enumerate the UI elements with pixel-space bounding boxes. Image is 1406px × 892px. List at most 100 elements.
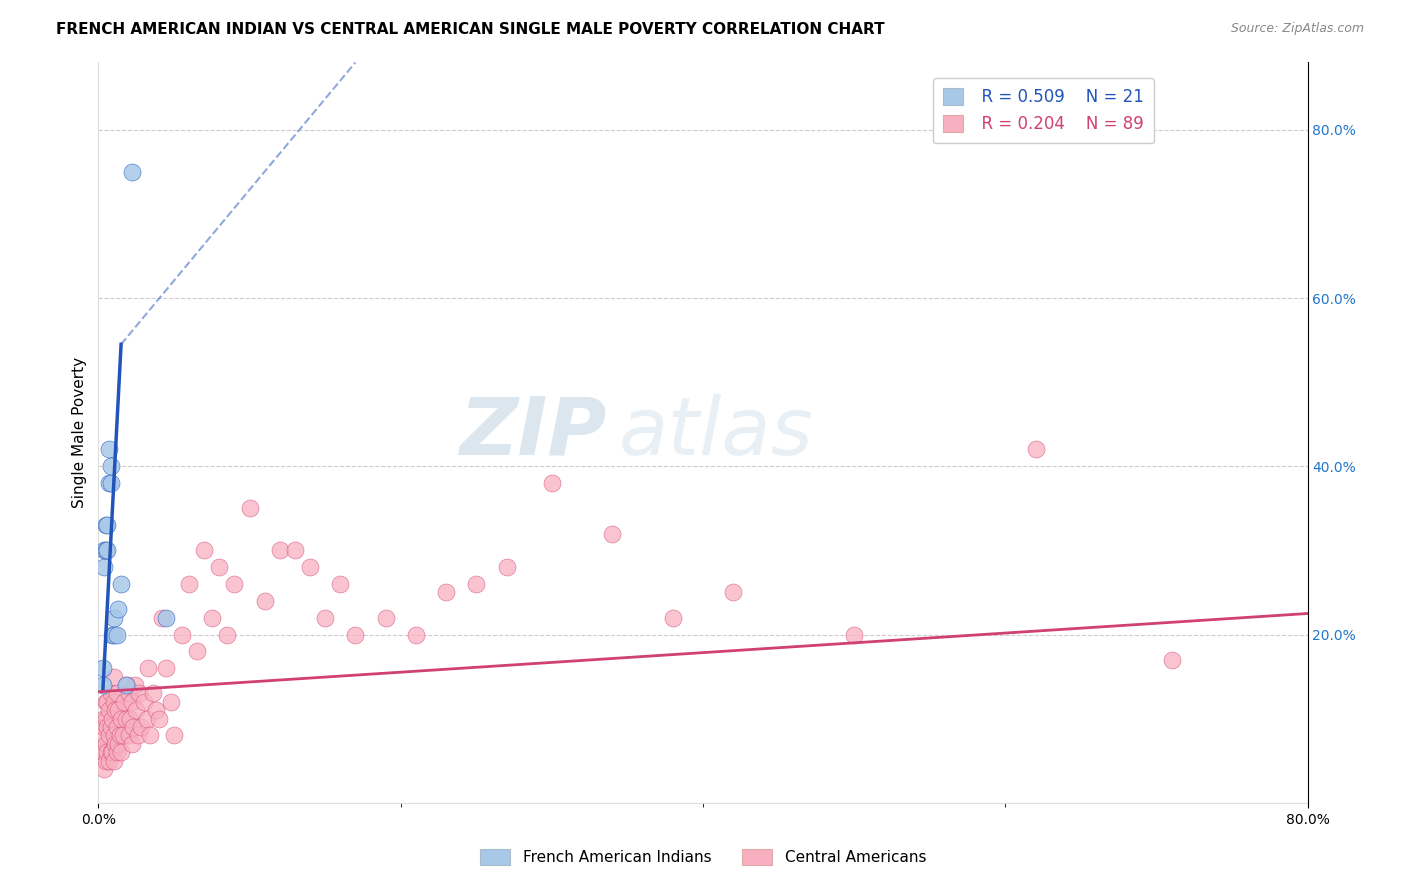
Point — [128, 686, 150, 700]
Point — [110, 745, 132, 759]
Point — [602, 526, 624, 541]
Point — [1024, 442, 1046, 457]
Point — [91, 712, 114, 726]
Point — [314, 610, 336, 624]
Point — [127, 729, 149, 743]
Point — [125, 703, 148, 717]
Point — [96, 518, 118, 533]
Point — [105, 720, 128, 734]
Point — [121, 165, 143, 179]
Point — [93, 543, 115, 558]
Point — [101, 712, 124, 726]
Point — [136, 661, 159, 675]
Point — [465, 577, 488, 591]
Point — [118, 729, 141, 743]
Text: FRENCH AMERICAN INDIAN VS CENTRAL AMERICAN SINGLE MALE POVERTY CORRELATION CHART: FRENCH AMERICAN INDIAN VS CENTRAL AMERIC… — [56, 22, 884, 37]
Point — [98, 754, 121, 768]
Point — [193, 543, 215, 558]
Point — [163, 729, 186, 743]
Point — [107, 602, 129, 616]
Text: atlas: atlas — [619, 393, 813, 472]
Point — [540, 476, 562, 491]
Point — [122, 720, 145, 734]
Point — [96, 695, 118, 709]
Point — [93, 720, 115, 734]
Point — [661, 610, 683, 624]
Point — [150, 610, 173, 624]
Point — [160, 695, 183, 709]
Point — [121, 737, 143, 751]
Point — [98, 729, 121, 743]
Point — [145, 703, 167, 717]
Point — [93, 745, 115, 759]
Point — [93, 560, 115, 574]
Point — [495, 560, 517, 574]
Point — [208, 560, 231, 574]
Point — [101, 627, 124, 641]
Point — [94, 518, 117, 533]
Point — [100, 720, 122, 734]
Point — [215, 627, 238, 641]
Point — [239, 501, 262, 516]
Point — [94, 754, 117, 768]
Point — [103, 627, 125, 641]
Point — [94, 737, 117, 751]
Legend: French American Indians, Central Americans: French American Indians, Central America… — [474, 843, 932, 871]
Text: Source: ZipAtlas.com: Source: ZipAtlas.com — [1230, 22, 1364, 36]
Point — [723, 585, 745, 599]
Point — [105, 686, 128, 700]
Point — [103, 729, 125, 743]
Point — [103, 695, 125, 709]
Point — [100, 459, 122, 474]
Point — [135, 712, 157, 726]
Point — [253, 594, 276, 608]
Point — [104, 737, 127, 751]
Point — [844, 627, 866, 641]
Point — [101, 745, 124, 759]
Point — [132, 695, 155, 709]
Point — [299, 560, 322, 574]
Text: ZIP: ZIP — [458, 393, 606, 472]
Point — [94, 695, 117, 709]
Point — [98, 442, 121, 457]
Point — [100, 476, 122, 491]
Point — [98, 703, 121, 717]
Point — [103, 754, 125, 768]
Point — [434, 585, 457, 599]
Point — [91, 661, 114, 675]
Point — [148, 712, 170, 726]
Point — [108, 729, 131, 743]
Legend:   R = 0.509    N = 21,   R = 0.204    N = 89: R = 0.509 N = 21, R = 0.204 N = 89 — [934, 78, 1154, 143]
Point — [129, 720, 152, 734]
Point — [105, 745, 128, 759]
Point — [91, 729, 114, 743]
Point — [405, 627, 427, 641]
Point — [344, 627, 367, 641]
Point — [1160, 653, 1182, 667]
Point — [269, 543, 291, 558]
Point — [110, 577, 132, 591]
Point — [170, 627, 193, 641]
Point — [105, 627, 128, 641]
Point — [284, 543, 307, 558]
Point — [96, 745, 118, 759]
Point — [374, 610, 396, 624]
Point — [100, 686, 122, 700]
Point — [201, 610, 224, 624]
Point — [155, 610, 177, 624]
Point — [96, 720, 118, 734]
Point — [110, 712, 132, 726]
Point — [224, 577, 246, 591]
Point — [100, 745, 122, 759]
Point — [107, 737, 129, 751]
Y-axis label: Single Male Poverty: Single Male Poverty — [72, 357, 87, 508]
Point — [114, 712, 136, 726]
Point — [139, 729, 162, 743]
Point — [111, 729, 134, 743]
Point — [103, 670, 125, 684]
Point — [115, 678, 138, 692]
Point — [186, 644, 208, 658]
Point — [98, 476, 121, 491]
Point — [155, 661, 177, 675]
Point — [114, 678, 136, 692]
